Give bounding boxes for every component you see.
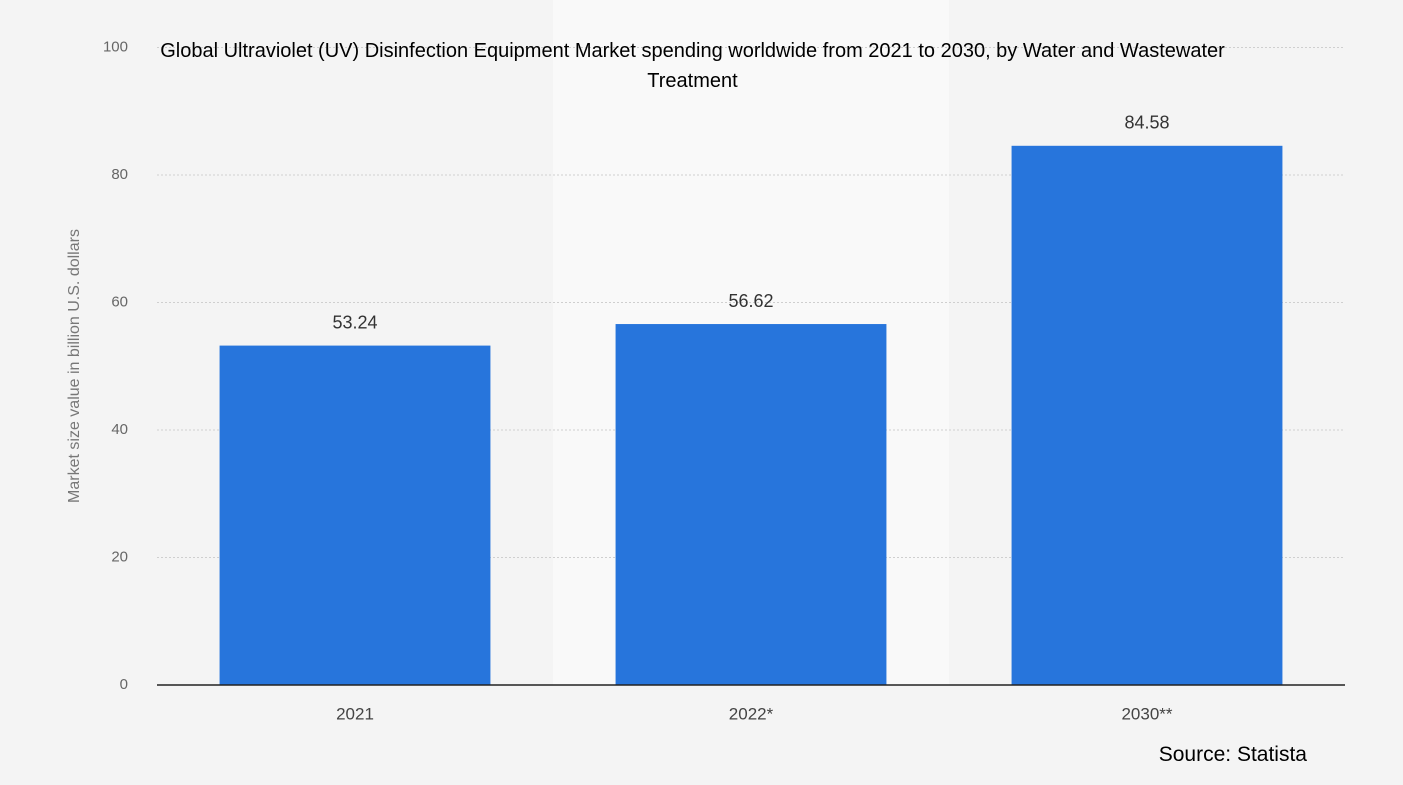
y-tick-label: 20 — [111, 548, 128, 565]
y-tick-label: 80 — [111, 166, 128, 183]
source-note: Source: Statista — [1158, 743, 1307, 766]
bar — [219, 345, 491, 685]
data-label: 53.24 — [332, 312, 377, 332]
chart-title: Global Ultraviolet (UV) Disinfection Equ… — [160, 40, 1225, 92]
x-tick-label: 2030** — [1121, 704, 1172, 723]
y-tick-label: 40 — [111, 421, 128, 438]
y-axis-label: Market size value in billion U.S. dollar… — [66, 229, 83, 503]
y-tick-label: 100 — [103, 38, 128, 55]
y-tick-label: 60 — [111, 293, 128, 310]
data-label: 84.58 — [1124, 113, 1169, 133]
x-tick-label: 2021 — [336, 704, 374, 723]
x-tick-label: 2022* — [729, 704, 774, 723]
bar — [615, 324, 887, 685]
data-label: 56.62 — [728, 291, 773, 311]
bar — [1011, 145, 1283, 686]
y-tick-label: 0 — [120, 676, 128, 693]
